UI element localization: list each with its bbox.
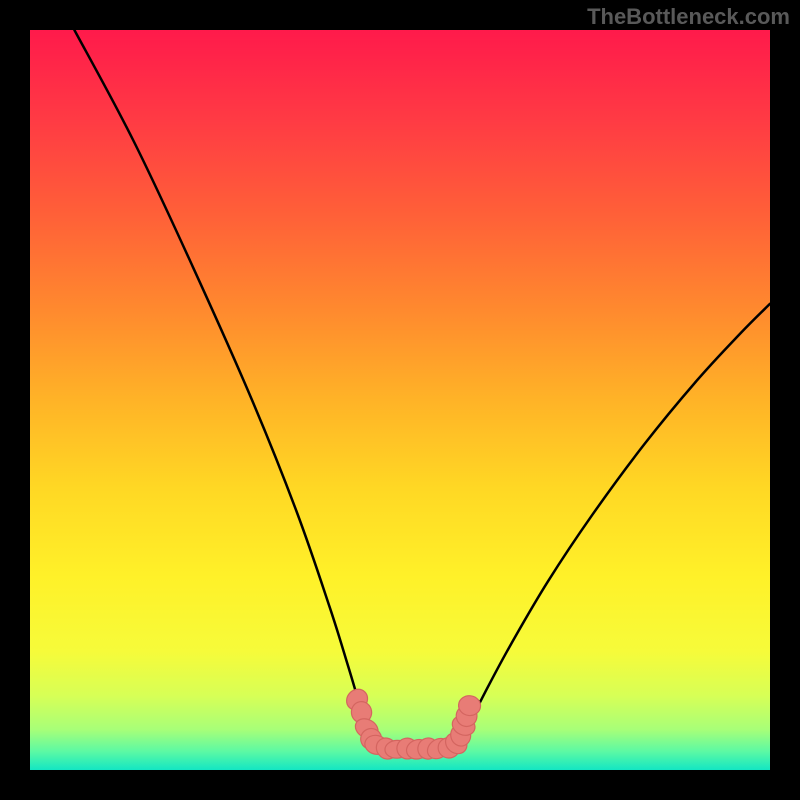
chart-background	[30, 30, 770, 770]
chart-svg	[30, 30, 770, 770]
chart-area	[30, 30, 770, 770]
watermark-text: TheBottleneck.com	[587, 4, 790, 30]
